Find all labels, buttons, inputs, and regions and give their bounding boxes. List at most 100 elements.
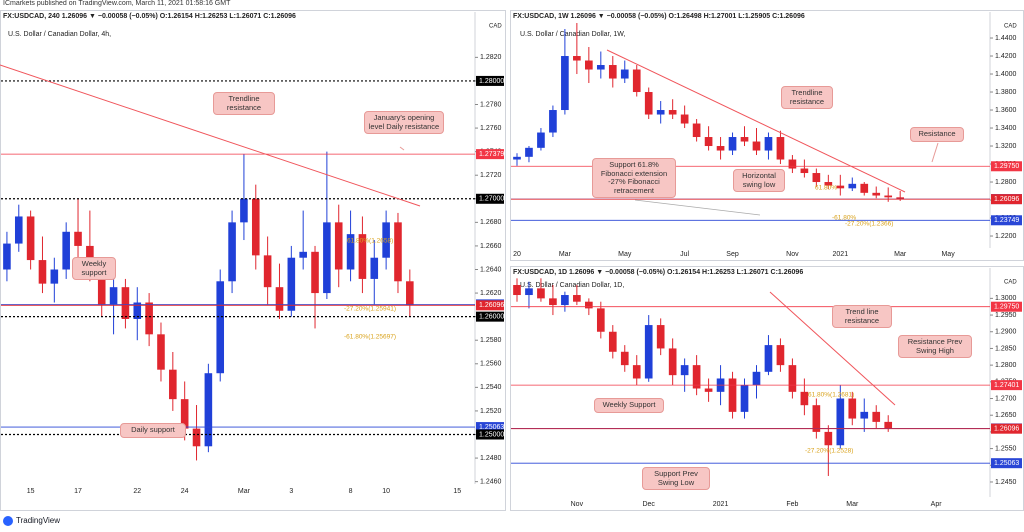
price-label: 1.29750: [994, 304, 1019, 311]
fib-label: 61.80%(1.2681): [808, 392, 854, 399]
candle-body: [109, 287, 118, 305]
trendline: [0, 64, 421, 207]
candle-body: [776, 345, 785, 366]
price-label-bg: [991, 380, 1022, 391]
price-label: 1.26096: [994, 426, 1019, 433]
price-label: 1.25000: [479, 431, 504, 438]
x-tick-label: 22: [133, 488, 141, 495]
candle-body: [728, 137, 737, 151]
x-tick-label: Mar: [894, 251, 907, 258]
price-label: 1.26096: [994, 196, 1019, 203]
panel-subtitle: U.S. Dollar / Canadian Dollar, 4h,: [8, 31, 111, 38]
x-tick-label: Feb: [786, 501, 798, 508]
candle-body: [3, 243, 11, 270]
annotation: Resistance Prev Swing High: [898, 335, 972, 358]
price-label-bg: [476, 75, 504, 86]
candle-body: [704, 137, 713, 147]
pointer: [399, 146, 405, 151]
fib-label: -61.80%(1.25697): [344, 334, 396, 341]
candle-body: [311, 251, 319, 294]
pointer: [634, 199, 761, 216]
fib-label: -27.20%(1.2366): [845, 221, 893, 228]
candle-body: [299, 251, 307, 258]
currency: CAD: [1004, 280, 1017, 286]
candle-body: [752, 141, 761, 151]
candle-body: [752, 371, 761, 386]
candle-body: [620, 351, 629, 366]
annotation: January's opening level Daily resistance: [364, 111, 444, 134]
fib-label: -61.80%: [832, 215, 856, 222]
fib-label: -27.20%(1.25941): [344, 306, 396, 313]
candle-body: [872, 192, 881, 196]
currency: CAD: [489, 24, 502, 30]
y-tick-label: 1.2800: [995, 179, 1017, 186]
x-tick-label: Dec: [642, 501, 655, 508]
candle-body: [764, 137, 773, 151]
y-tick-label: 1.3600: [995, 107, 1017, 114]
candle-body: [585, 60, 593, 70]
price-label: 1.28000: [479, 78, 504, 85]
price-label: 1.27379: [479, 151, 504, 158]
x-tick-label: 8: [349, 488, 353, 495]
y-tick-label: 1.2580: [480, 337, 502, 344]
candle-body: [872, 411, 881, 422]
candle-body: [764, 345, 773, 372]
x-tick-label: Sep: [726, 251, 739, 258]
price-label-bg: [991, 423, 1022, 434]
y-tick-label: 1.3000: [995, 295, 1017, 302]
brand: TradingView: [16, 516, 61, 525]
y-tick-label: 1.2820: [480, 54, 502, 61]
x-tick-label: May: [618, 251, 632, 258]
annotation: Trendline resistance: [781, 86, 833, 109]
y-tick-label: 1.2660: [480, 243, 502, 250]
logo: [3, 516, 13, 526]
candle-body: [370, 257, 379, 279]
price-label-bg: [476, 300, 504, 311]
price-label: 1.23749: [994, 217, 1019, 224]
candle-body: [346, 234, 355, 270]
candle-body: [824, 182, 833, 186]
candle-body: [776, 137, 785, 160]
candle-body: [620, 69, 629, 79]
candle-body: [263, 255, 272, 288]
candle-body: [240, 198, 248, 223]
candle-body: [157, 334, 165, 370]
candle-body: [728, 378, 737, 412]
candle-body: [800, 168, 809, 174]
candle-body: [632, 365, 641, 379]
candle-body: [525, 288, 533, 296]
candle-body: [824, 431, 833, 446]
candle-body: [549, 110, 557, 133]
y-tick-label: 1.2650: [995, 412, 1017, 419]
candle-body: [800, 391, 809, 406]
y-tick-label: 1.2720: [480, 172, 502, 179]
price-label: 1.25063: [994, 460, 1019, 467]
candle-body: [97, 271, 106, 305]
price-label: 1.26096: [479, 302, 504, 309]
candle-body: [26, 216, 35, 261]
candle-body: [573, 295, 581, 302]
fib-label: 61.80%(1.2658): [347, 238, 393, 245]
price-label-bg: [991, 215, 1022, 226]
candle-body: [644, 325, 653, 379]
candle-body: [573, 56, 581, 61]
y-tick-label: 1.2460: [480, 478, 502, 485]
fib-label: 61.80%: [815, 185, 837, 192]
candle-body: [812, 405, 821, 432]
price-label: 1.27000: [479, 196, 504, 203]
candle-body: [644, 92, 653, 115]
candle-body: [692, 365, 701, 389]
price-label-bg: [991, 194, 1022, 205]
candle-body: [704, 388, 713, 392]
x-tick-label: 3: [289, 488, 293, 495]
annotation: Daily support: [120, 423, 186, 438]
candle-body: [394, 222, 402, 282]
trendline: [606, 49, 906, 193]
candle-body: [537, 288, 545, 299]
candle-body: [275, 287, 284, 311]
publisher-line: ICmarkets published on TradingView.com, …: [3, 0, 231, 7]
candle-body: [145, 302, 153, 335]
candle-body: [334, 222, 343, 270]
candle-body: [204, 373, 213, 447]
candle-body: [716, 146, 725, 151]
